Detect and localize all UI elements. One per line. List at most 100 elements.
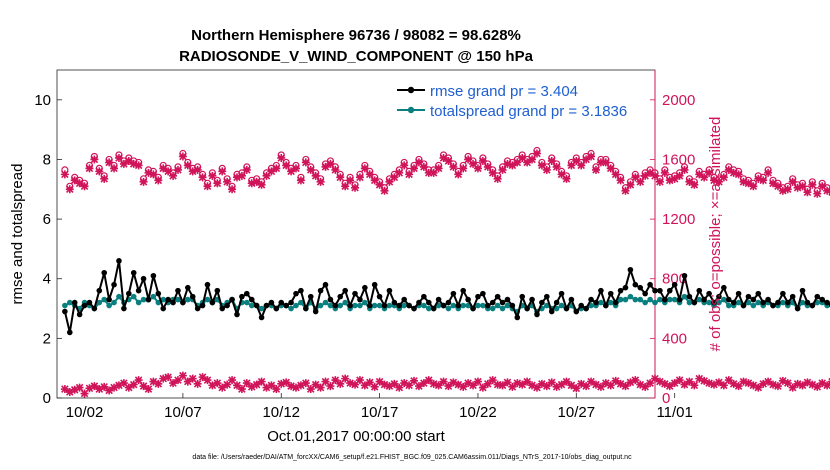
obs-assimilated-point xyxy=(813,189,822,198)
obs-assimilated-point xyxy=(331,165,340,174)
rmse-point xyxy=(91,305,98,312)
legend-rmse-label: rmse grand pr = 3.404 xyxy=(430,83,578,100)
obs-low-count-point xyxy=(346,379,355,388)
obs-low-count-point xyxy=(164,373,173,382)
totalspread-point xyxy=(598,299,604,306)
obs-assimilated-point xyxy=(375,180,384,189)
totalspread-point xyxy=(352,302,358,309)
left-y-axis-label: rmse and totalspread xyxy=(9,164,26,305)
obs-low-count-point xyxy=(813,382,822,391)
obs-low-count-point xyxy=(518,380,527,389)
rmse-point xyxy=(637,284,644,291)
rmse-point xyxy=(411,305,417,312)
obs-assimilated-point xyxy=(562,174,571,183)
rmse-point xyxy=(578,302,585,309)
totalspread-point xyxy=(622,296,629,303)
obs-assimilated-point xyxy=(277,153,286,162)
rmse-point xyxy=(209,299,216,306)
left-y-axis: 0 2 4 6 8 10 xyxy=(34,92,62,407)
obs-low-count-point xyxy=(508,382,517,391)
rmse-point xyxy=(199,302,206,309)
obs-low-count-point xyxy=(729,379,738,388)
obs-low-count-point xyxy=(134,376,143,385)
rmse-point xyxy=(66,329,73,336)
rmse-point xyxy=(534,311,540,318)
totalspread-point xyxy=(647,296,653,303)
obs-low-count-point xyxy=(651,374,659,383)
obs-low-count-point xyxy=(700,376,709,385)
obs-low-count-point xyxy=(621,382,630,391)
obs-low-count-point xyxy=(759,379,768,388)
obs-low-count-point xyxy=(719,381,728,390)
rmse-point xyxy=(416,299,422,306)
rmse-point xyxy=(494,293,501,300)
rmse-point xyxy=(435,296,442,303)
obs-low-count-point xyxy=(385,382,394,391)
obs-low-count-point xyxy=(85,384,94,393)
rmse-point xyxy=(499,299,506,306)
series-rmse xyxy=(62,258,830,336)
obs-assimilated-point xyxy=(400,161,409,170)
rmse-point xyxy=(784,299,791,306)
obs-low-count-point xyxy=(414,382,423,391)
obs-assimilated-point xyxy=(803,188,812,197)
rmse-point xyxy=(288,299,294,306)
obs-assimilated-point xyxy=(370,176,379,185)
obs-low-count-point xyxy=(778,376,787,385)
obs-low-count-point xyxy=(124,383,133,392)
obs-assimilated-point xyxy=(434,164,443,173)
obs-low-count-point xyxy=(218,383,227,392)
obs-assimilated-point xyxy=(247,179,256,188)
obs-low-count-point xyxy=(267,381,276,390)
rmse-point xyxy=(298,287,304,294)
obs-low-count-point xyxy=(695,374,704,383)
rmse-point xyxy=(642,290,648,297)
rmse-point xyxy=(721,284,727,291)
obs-low-count-point xyxy=(483,379,492,388)
rmse-point xyxy=(519,293,526,300)
obs-low-count-point xyxy=(714,378,723,387)
rmse-point xyxy=(224,302,230,309)
totalspread-point xyxy=(106,302,112,309)
obs-assimilated-point xyxy=(754,174,763,183)
rmse-point xyxy=(145,296,152,303)
totalspread-point xyxy=(101,296,108,303)
totalspread-point xyxy=(558,302,565,309)
obs-low-count-point xyxy=(282,378,291,387)
obs-low-count-point xyxy=(247,382,256,391)
obs-assimilated-point xyxy=(395,168,404,177)
rmse-point xyxy=(804,299,811,306)
rmse-point xyxy=(234,311,240,318)
obs-low-count-point xyxy=(65,388,74,397)
totalspread-point xyxy=(652,299,658,306)
totalspread-point xyxy=(445,305,452,312)
x-tick-label: 11/01 xyxy=(656,404,692,421)
rmse-point xyxy=(253,302,260,309)
rmse-point xyxy=(263,302,270,309)
obs-assimilated-point xyxy=(724,165,733,174)
obs-assimilated-point xyxy=(513,158,522,167)
obs-low-count-point xyxy=(173,376,182,385)
rmse-point xyxy=(701,296,707,303)
obs-low-count-point xyxy=(542,382,551,391)
obs-assimilated-point xyxy=(65,185,74,194)
obs-low-count-point xyxy=(591,380,600,389)
obs-low-count-point xyxy=(355,376,364,385)
obs-low-count-point xyxy=(749,381,758,390)
rmse-point xyxy=(686,293,693,300)
left-y-tick-label: 8 xyxy=(43,151,51,168)
obs-low-count-point xyxy=(242,379,251,388)
obs-low-count-point xyxy=(105,386,114,395)
obs-low-count-point xyxy=(537,379,546,388)
rmse-point xyxy=(671,281,678,288)
rmse-point xyxy=(185,284,191,291)
rmse-point xyxy=(401,296,407,303)
rmse-point xyxy=(332,302,339,309)
obs-assimilated-point xyxy=(498,165,507,174)
obs-low-count-point xyxy=(808,380,817,389)
rmse-point xyxy=(760,299,766,306)
obs-assimilated-point xyxy=(823,186,830,195)
totalspread-point xyxy=(617,296,624,303)
obs-low-count-point xyxy=(395,383,404,392)
